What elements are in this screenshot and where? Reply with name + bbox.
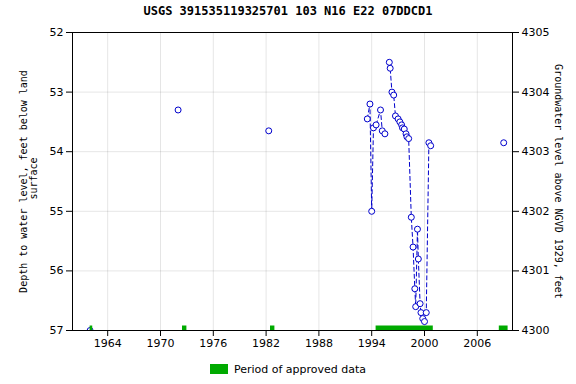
svg-text:2000: 2000 [411, 337, 439, 350]
svg-text:55: 55 [50, 205, 64, 218]
svg-text:53: 53 [50, 86, 64, 99]
svg-text:Depth to water level, feet bel: Depth to water level, feet below land su… [18, 70, 39, 293]
svg-text:4301: 4301 [522, 264, 550, 277]
svg-text:4305: 4305 [522, 26, 550, 39]
svg-text:1976: 1976 [199, 337, 227, 350]
svg-text:1970: 1970 [147, 337, 175, 350]
svg-text:2006: 2006 [463, 337, 491, 350]
html-text:USGS 391535119325701 103 N16 E: USGS 391535119325701 103 N16 E22 07DDCD1 [143, 4, 433, 18]
svg-text:1982: 1982 [252, 337, 280, 350]
svg-text:57: 57 [50, 324, 64, 337]
svg-text:4304: 4304 [522, 86, 550, 99]
svg-text:54: 54 [50, 145, 64, 158]
svg-text:Groundwater level above NGVD 1: Groundwater level above NGVD 1929, feet [553, 64, 564, 299]
svg-text:4302: 4302 [522, 205, 550, 218]
svg-text:4303: 4303 [522, 145, 550, 158]
svg-text:52: 52 [50, 26, 64, 39]
svg-text:1988: 1988 [305, 337, 333, 350]
svg-text:4300: 4300 [522, 324, 550, 337]
html-text:Period of approved data: Period of approved data [233, 362, 367, 376]
svg-text:1994: 1994 [358, 337, 386, 350]
svg-text:56: 56 [50, 264, 64, 277]
svg-text:1964: 1964 [94, 337, 122, 350]
